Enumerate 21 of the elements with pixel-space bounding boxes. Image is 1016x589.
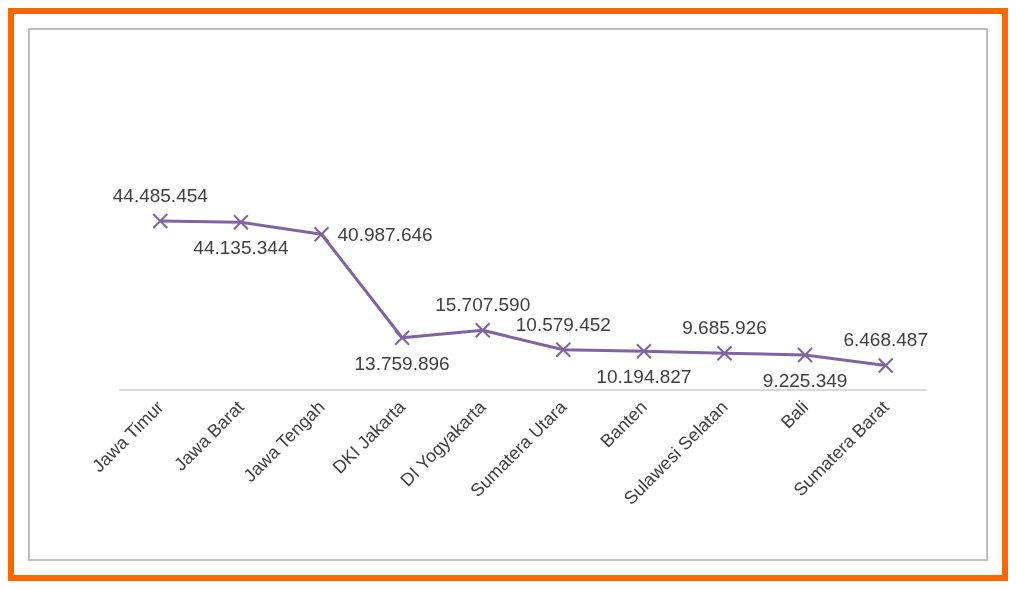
- point: [313, 226, 330, 243]
- point: [635, 343, 652, 360]
- point: [877, 357, 894, 374]
- data-label: 6.468.487: [843, 329, 928, 351]
- data-label: 9.685.926: [682, 317, 767, 339]
- data-label: 40.987.646: [337, 223, 433, 245]
- point: [716, 345, 733, 362]
- data-label: 13.759.896: [354, 352, 450, 374]
- point: [394, 329, 411, 346]
- data-label: 44.135.344: [193, 237, 289, 259]
- point: [474, 322, 491, 339]
- point: [555, 341, 572, 358]
- data-label: 10.194.827: [596, 366, 692, 388]
- point: [232, 214, 249, 231]
- point: [797, 346, 814, 363]
- point: [152, 212, 169, 229]
- data-label: 44.485.454: [112, 184, 209, 206]
- data-label: 9.225.349: [762, 369, 848, 391]
- x-tick-label: Bali: [776, 396, 813, 433]
- data-label: 15.707.590: [435, 294, 531, 316]
- data-label: 10.579.452: [515, 313, 611, 335]
